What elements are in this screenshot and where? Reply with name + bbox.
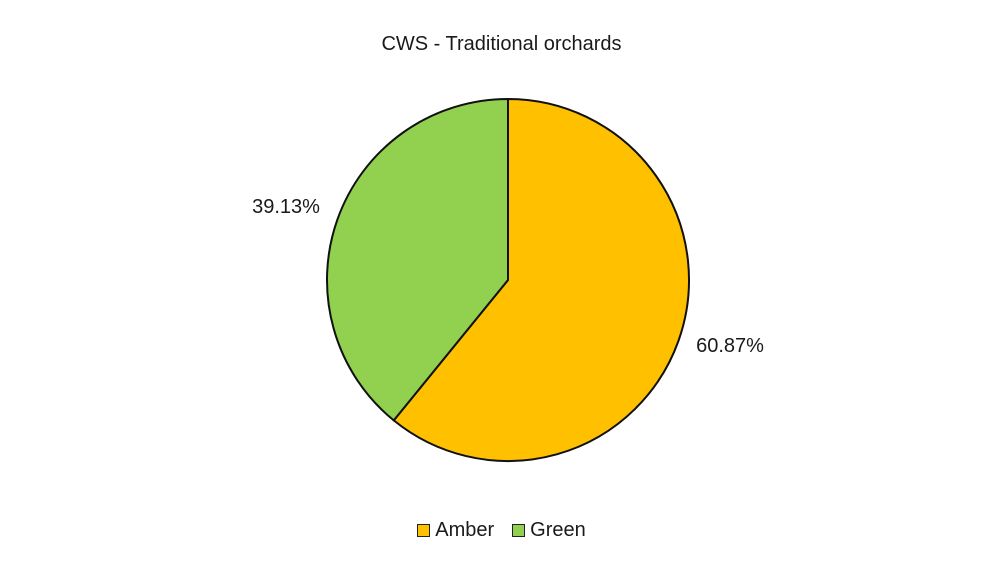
data-label-amber: 60.87% xyxy=(696,335,764,357)
legend: Amber Green xyxy=(0,519,1003,542)
legend-item-green: Green xyxy=(512,519,586,542)
legend-label-green: Green xyxy=(530,519,586,541)
data-label-green: 39.13% xyxy=(252,196,320,218)
legend-label-amber: Amber xyxy=(435,519,495,541)
legend-swatch-amber xyxy=(417,524,431,537)
pie-slice-green xyxy=(326,97,509,422)
legend-item-amber: Amber xyxy=(417,519,494,542)
pie-slice-amber xyxy=(392,97,690,462)
chart-title: CWS - Traditional orchards xyxy=(381,33,622,55)
legend-swatch-green xyxy=(512,524,526,537)
